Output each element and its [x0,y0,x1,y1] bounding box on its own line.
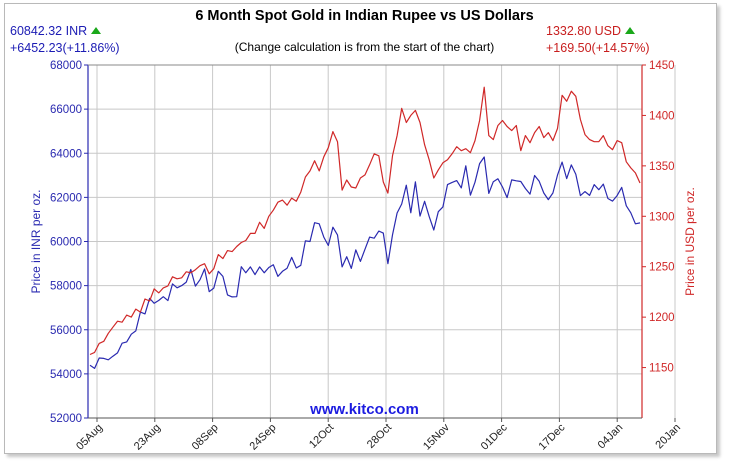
x-axis-tick-label: 08Sep [190,422,221,453]
right-axis-tick-label: 1300 [649,211,675,223]
usd-price-readout: 1332.80 USD [546,24,636,38]
usd-series-line [89,86,641,356]
chart-subtitle: (Change calculation is from the start of… [234,40,495,54]
right-axis-tick-label: 1450 [649,60,675,72]
left-axis-tick-label: 64000 [50,148,82,160]
left-axis-tick-label: 66000 [50,104,82,116]
up-arrow-icon [625,27,636,34]
right-axis-tick-label: 1150 [649,363,674,375]
left-axis-tick-label: 62000 [50,192,82,204]
x-axis-tick-label: 05Aug [74,422,105,453]
right-axis-tick-label: 1350 [649,161,675,173]
x-axis-tick-label: 01Dec [479,421,510,452]
right-axis-title: Price in USD per oz. [683,187,697,296]
right-axis-tick-label: 1200 [649,312,675,324]
usd-price-value: 1332.80 USD [546,24,622,38]
x-axis-tick-label: 28Oct [365,422,394,451]
inr-series-line [89,156,641,369]
right-axis-tick-label: 1250 [649,262,675,274]
left-axis-tick-label: 54000 [50,369,82,381]
inr-price-readout: 60842.32 INR [10,24,102,38]
x-axis-tick-label: 17Dec [537,421,568,452]
left-axis-tick-label: 58000 [50,281,82,293]
x-axis-tick-label: 20Jan [653,422,683,452]
left-axis-title: Price in INR per oz. [29,189,43,293]
chart-title: 6 Month Spot Gold in Indian Rupee vs US … [195,8,534,24]
up-arrow-icon [91,27,102,34]
kitco-watermark: www.kitco.com [310,401,419,418]
left-axis-tick-label: 56000 [50,325,82,337]
right-axis-tick-label: 1400 [649,110,675,122]
left-axis-tick-label: 52000 [50,413,82,425]
x-axis-tick-label: 12Oct [307,422,336,451]
usd-change-readout: +169.50(+14.57%) [546,41,650,55]
x-axis-tick-label: 24Sep [248,422,279,453]
left-axis-tick-label: 60000 [50,237,82,249]
x-axis-tick-label: 15Nov [421,421,452,452]
x-axis-tick-label: 23Aug [132,422,163,453]
x-axis-tick-label: 04Jan [596,422,626,452]
left-axis-tick-label: 68000 [50,60,82,72]
inr-change-readout: +6452.23(+11.86%) [10,41,120,55]
inr-price-value: 60842.32 INR [10,24,88,38]
